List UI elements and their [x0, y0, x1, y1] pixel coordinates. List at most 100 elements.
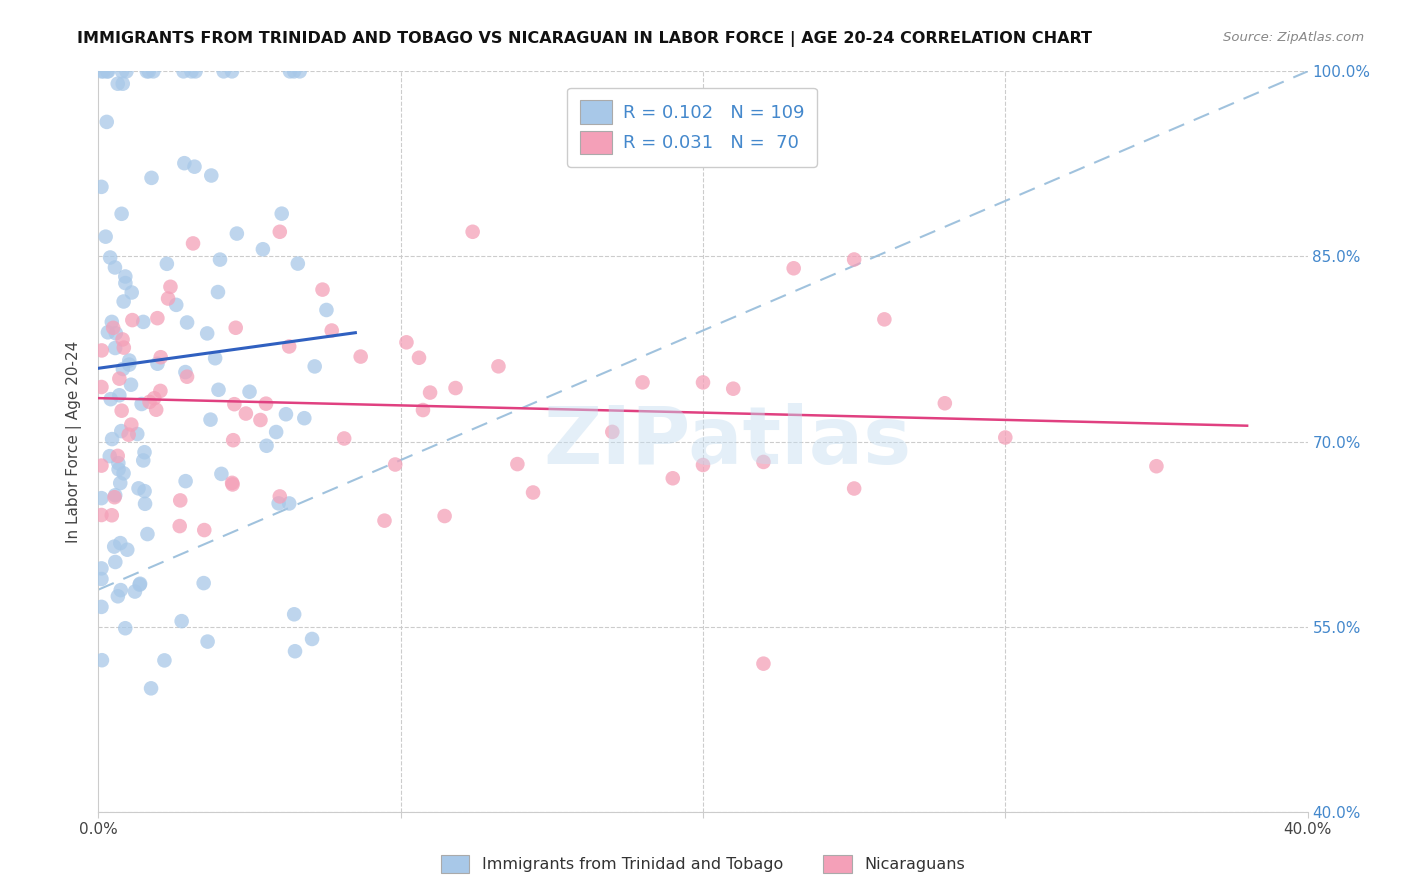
- Point: [412, 403, 434, 417]
- Point: [127, 427, 149, 442]
- Point: [170, 614, 193, 628]
- Point: [173, 156, 195, 170]
- Point: [208, 252, 231, 267]
- Point: [114, 621, 136, 635]
- Point: [107, 77, 129, 91]
- Y-axis label: In Labor Force | Age 20-24: In Labor Force | Age 20-24: [66, 341, 83, 542]
- Point: [101, 432, 124, 446]
- Point: [221, 64, 243, 78]
- Point: [254, 397, 277, 411]
- Point: [118, 353, 141, 368]
- Point: [121, 285, 143, 300]
- Point: [134, 484, 156, 499]
- Point: [90, 561, 112, 575]
- Point: [1144, 459, 1167, 474]
- Point: [111, 77, 134, 91]
- Text: Source: ZipAtlas.com: Source: ZipAtlas.com: [1223, 31, 1364, 45]
- Text: IMMIGRANTS FROM TRINIDAD AND TOBAGO VS NICARAGUAN IN LABOR FORCE | AGE 20-24 COR: IMMIGRANTS FROM TRINIDAD AND TOBAGO VS N…: [77, 31, 1092, 47]
- Point: [395, 335, 418, 350]
- Point: [304, 359, 326, 374]
- Point: [165, 298, 187, 312]
- Point: [97, 326, 120, 340]
- Point: [176, 369, 198, 384]
- Point: [269, 490, 291, 504]
- Point: [110, 424, 132, 438]
- Point: [444, 381, 467, 395]
- Point: [264, 425, 287, 439]
- Point: [256, 439, 278, 453]
- Point: [373, 514, 395, 528]
- Point: [283, 64, 305, 78]
- Point: [90, 653, 112, 667]
- Point: [149, 350, 172, 364]
- Point: [114, 276, 136, 290]
- Point: [692, 376, 714, 390]
- Point: [321, 324, 343, 338]
- Point: [115, 64, 138, 78]
- Point: [143, 391, 166, 405]
- Point: [284, 644, 307, 658]
- Point: [117, 542, 139, 557]
- Point: [238, 384, 260, 399]
- Point: [783, 261, 806, 276]
- Point: [103, 540, 125, 554]
- Point: [90, 64, 112, 78]
- Point: [90, 491, 112, 505]
- Point: [107, 456, 129, 470]
- Point: [692, 458, 714, 472]
- Point: [278, 496, 301, 510]
- Point: [108, 388, 131, 402]
- Point: [134, 497, 156, 511]
- Point: [461, 225, 484, 239]
- Point: [994, 430, 1017, 444]
- Point: [111, 403, 134, 417]
- Point: [235, 407, 257, 421]
- Point: [111, 64, 134, 78]
- Point: [311, 283, 333, 297]
- Point: [124, 584, 146, 599]
- Point: [128, 481, 150, 495]
- Point: [350, 350, 373, 364]
- Point: [97, 64, 120, 78]
- Point: [224, 397, 246, 411]
- Point: [184, 64, 207, 78]
- Point: [138, 395, 160, 409]
- Point: [183, 160, 205, 174]
- Point: [631, 376, 654, 390]
- Point: [104, 341, 127, 355]
- Point: [269, 225, 291, 239]
- Point: [873, 312, 896, 326]
- Point: [131, 397, 153, 411]
- Point: [110, 583, 132, 598]
- Point: [112, 294, 135, 309]
- Point: [283, 607, 305, 622]
- Point: [96, 115, 118, 129]
- Point: [90, 380, 112, 394]
- Point: [120, 377, 142, 392]
- Point: [408, 351, 430, 365]
- Point: [132, 453, 155, 467]
- Point: [278, 339, 301, 353]
- Point: [98, 251, 121, 265]
- Point: [252, 242, 274, 256]
- Point: [181, 236, 204, 251]
- Point: [180, 64, 202, 78]
- Point: [225, 227, 247, 241]
- Point: [173, 64, 195, 78]
- Point: [287, 257, 309, 271]
- Point: [301, 632, 323, 646]
- Point: [207, 285, 229, 299]
- Point: [157, 292, 180, 306]
- Point: [104, 260, 127, 275]
- Point: [333, 432, 356, 446]
- Point: [138, 64, 160, 78]
- Point: [844, 482, 866, 496]
- Point: [419, 385, 441, 400]
- Point: [104, 555, 127, 569]
- Point: [111, 333, 134, 347]
- Point: [149, 384, 172, 398]
- Point: [433, 509, 456, 524]
- Point: [267, 496, 290, 510]
- Point: [104, 488, 127, 502]
- Point: [134, 445, 156, 459]
